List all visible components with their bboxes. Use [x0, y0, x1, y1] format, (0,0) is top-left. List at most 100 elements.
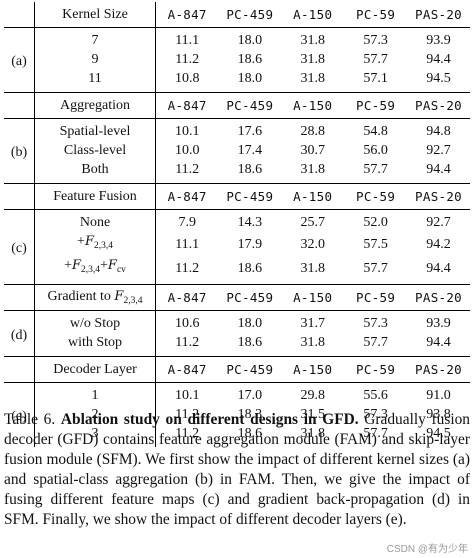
section-header-subscript: 2,3,4 — [123, 296, 143, 306]
config-second-subscript: cv — [116, 265, 126, 275]
value-cell: 57.3 — [363, 316, 388, 331]
config-first-script-f: F — [71, 258, 82, 273]
value-cell: 54.8 — [363, 124, 388, 139]
column-header: A-150 — [281, 2, 345, 28]
section-label: (c) — [11, 241, 27, 256]
value-cell: 11.2 — [175, 260, 200, 276]
value-cell: 94.4 — [426, 52, 451, 67]
value-cell: 10.6 — [174, 316, 200, 331]
row-config: 11 — [34, 69, 156, 93]
value-cell: 11.1 — [175, 236, 200, 252]
table-row: (e) 1 10.1 17.0 29.8 55.6 91.0 — [4, 382, 470, 424]
value-cell: 31.8 — [300, 260, 325, 276]
section-header-script-f: F — [114, 289, 124, 304]
value-cell: 57.7 — [363, 162, 388, 177]
value-cell: 91.0 — [426, 388, 451, 403]
section-label: (d) — [10, 327, 28, 343]
value-cell: 11.2 — [175, 52, 200, 67]
column-header: PC-459 — [218, 284, 282, 311]
table-row: (a) 7 11.1 18.0 31.8 57.3 93.9 — [4, 27, 470, 69]
section-header-spacer — [4, 2, 35, 28]
value-cell: 94.5 — [426, 71, 451, 86]
column-header: PC-459 — [218, 2, 282, 28]
value-cell: 31.8 — [300, 162, 325, 177]
value-cell: 92.7 — [426, 143, 451, 158]
table-row: 2 11.2 18.3 31.5 57.3 93.8 — [4, 405, 470, 424]
value-cell: 94.2 — [426, 236, 451, 252]
value-cell: 57.3 — [363, 33, 388, 48]
table-row: with Stop 11.2 18.6 31.8 57.7 94.4 — [4, 333, 470, 357]
section-header-text: Gradient to — [47, 289, 115, 304]
section-header-spacer — [4, 92, 35, 119]
section-header-label: Aggregation — [34, 92, 156, 119]
config-prefix: + — [77, 234, 85, 249]
ablation-table-body: Kernel Size A-847 PC-459 A-150 PC-59 PAS-20 (a… — [4, 2, 470, 447]
section-header-row: Aggregation A-847 PC-459 A-150 PC-59 PAS-20 — [4, 92, 470, 119]
value-cell: 17.4 — [237, 143, 263, 158]
column-header: A-847 — [155, 183, 219, 210]
section-label: (e) — [11, 409, 27, 424]
value-cell: 17.9 — [237, 236, 263, 252]
table-caption: Table 6. Ablation study on different des… — [4, 410, 470, 530]
config-prefix: + — [64, 258, 72, 273]
watermark: CSDN @有为少年 — [386, 544, 468, 555]
row-config: w/o Stop — [34, 310, 156, 333]
value-cell: 93.9 — [426, 316, 451, 331]
row-config: 2 — [34, 405, 156, 424]
column-header: PC-459 — [218, 92, 282, 119]
config-plus: + — [100, 258, 108, 273]
value-cell: 55.6 — [363, 388, 388, 403]
value-cell: 28.8 — [300, 124, 325, 139]
value-cell: 93.9 — [426, 33, 451, 48]
section-label: (a) — [11, 54, 27, 69]
value-cell: 18.6 — [237, 335, 263, 350]
value-cell: 10.8 — [174, 71, 200, 86]
caption-label: Table 6. — [4, 411, 56, 428]
column-header: A-847 — [155, 2, 219, 28]
section-header-spacer — [4, 183, 35, 210]
row-config: with Stop — [34, 333, 156, 357]
column-header: PC-59 — [344, 183, 408, 210]
caption-body: Gradually fusion decoder (GFD) contains … — [4, 411, 470, 528]
value-cell: 14.3 — [237, 215, 263, 230]
row-config: None — [34, 209, 156, 232]
value-cell: 18.6 — [237, 260, 263, 276]
value-cell: 57.7 — [363, 426, 388, 441]
value-cell: 18.6 — [237, 162, 263, 177]
section-header-row: Kernel Size A-847 PC-459 A-150 PC-59 PAS-20 — [4, 2, 470, 28]
value-cell: 31.7 — [300, 316, 325, 331]
row-config: Both — [34, 160, 156, 184]
column-header: PC-59 — [344, 92, 408, 119]
value-cell: 31.8 — [300, 426, 325, 441]
value-cell: 57.3 — [363, 407, 388, 422]
value-cell: 31.5 — [300, 407, 325, 422]
value-cell: 94.4 — [426, 260, 451, 276]
value-cell: 52.0 — [363, 215, 388, 230]
value-cell: 94.8 — [426, 124, 451, 139]
value-cell: 57.1 — [363, 71, 388, 86]
value-cell: 18.0 — [237, 33, 263, 48]
column-header: A-150 — [281, 183, 345, 210]
value-cell: 56.0 — [363, 143, 388, 158]
value-cell: 11.2 — [175, 407, 200, 422]
column-header: PC-59 — [344, 356, 408, 383]
row-config: +F2,3,4+Fcv — [34, 256, 156, 285]
column-header: PC-459 — [218, 183, 282, 210]
table-row: 11 10.8 18.0 31.8 57.1 94.5 — [4, 69, 470, 93]
column-header: PAS-20 — [407, 356, 470, 383]
row-config: Class-level — [34, 141, 156, 160]
column-header: PAS-20 — [407, 284, 470, 311]
table-row: 3 11.2 18.6 31.8 57.7 94.5 — [4, 424, 470, 447]
section-header-label: Kernel Size — [34, 2, 156, 28]
table-row: +F2,3,4 11.1 17.9 32.0 57.5 94.2 — [4, 232, 470, 256]
row-config: 9 — [34, 50, 156, 69]
row-config: 1 — [34, 382, 156, 405]
column-header: A-150 — [281, 92, 345, 119]
value-cell: 18.0 — [237, 71, 263, 86]
column-header: PAS-20 — [407, 92, 470, 119]
value-cell: 29.8 — [300, 388, 325, 403]
column-header: A-847 — [155, 92, 219, 119]
config-first-subscript: 2,3,4 — [81, 265, 101, 275]
value-cell: 57.5 — [363, 236, 388, 252]
